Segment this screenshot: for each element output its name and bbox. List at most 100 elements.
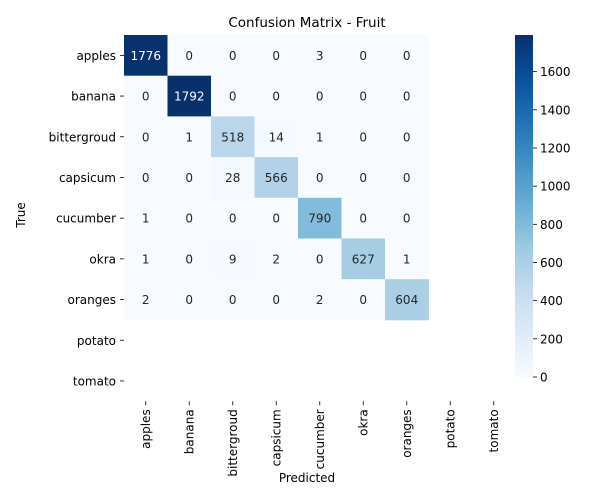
cell-value-label: 0 [229,49,237,63]
heatmap-cell [167,116,212,158]
cell-value-label: 0 [403,130,411,144]
heatmap-cell [167,75,212,117]
x-axis-label: Predicted [279,471,335,485]
y-tick-label: cucumber [56,212,116,226]
chart-title: Confusion Matrix - Fruit [228,15,385,31]
cell-value-label: 0 [229,212,237,226]
colorbar-tick-label: 200 [540,332,563,346]
heatmap-cell [341,197,386,239]
heatmap-cell [167,197,212,239]
heatmap-cell [298,75,342,117]
heatmap-cell [124,157,168,199]
heatmap-cell [124,75,168,117]
x-tick-label: oranges [400,409,414,458]
colorbar-tick-label: 0 [540,371,548,385]
y-tick-label: apples [76,49,116,63]
x-tick-label: apples [139,409,153,449]
cell-value-label: 0 [142,90,150,104]
y-axis-ticks: apples banana bittergroud capsicum cucumber o… [49,49,124,388]
heatmap-cell [211,197,255,239]
y-tick-label: potato [77,334,116,348]
heatmap-cell [254,279,299,321]
cell-value-label: 9 [229,252,237,266]
cell-value-label: 604 [395,293,418,307]
cell-value-label: 518 [221,130,244,144]
heatmap-cell [167,35,212,77]
heatmap-cell [341,238,386,280]
heatmap-cell [254,197,299,239]
heatmap-cell [341,75,386,117]
x-tick-label: banana [182,409,196,454]
x-tick-label: capsicum [269,409,283,466]
cell-value-label: 566 [265,171,288,185]
cell-value-label: 0 [359,293,367,307]
cell-value-label: 2 [316,293,324,307]
heatmap-cell [341,157,386,199]
x-tick-label: tomato [487,409,501,452]
heatmap-cell [211,116,255,158]
cell-value-label: 0 [272,212,280,226]
heatmap-cell [211,157,255,199]
cell-value-label: 1 [142,212,150,226]
heatmap-cell [211,35,255,77]
cell-value-label: 1 [142,252,150,266]
heatmap-cell [124,197,168,239]
cell-value-label: 28 [225,171,240,185]
colorbar [515,35,533,377]
cell-value-label: 2 [142,293,150,307]
heatmap-cell [385,116,429,158]
cell-value-label: 1 [403,252,411,266]
heatmap-cell [124,279,168,321]
heatmap-cell [211,75,255,117]
heatmap-cell [254,116,299,158]
cell-value-label: 0 [359,212,367,226]
heatmap-cell [385,35,429,77]
heatmap-cell [298,116,342,158]
y-axis-label: True [14,202,28,229]
cell-value-label: 0 [229,90,237,104]
y-tick-label: capsicum [59,171,116,185]
cell-value-label: 2 [272,252,280,266]
cell-value-label: 0 [272,293,280,307]
cell-value-label: 0 [185,293,193,307]
y-tick-label: tomato [73,374,116,388]
cell-value-label: 0 [316,90,324,104]
cell-value-label: 1 [316,130,324,144]
cell-value-label: 0 [229,293,237,307]
heatmap-cell [254,157,299,199]
x-tick-label: bittergroud [226,409,240,476]
heatmap-cell [385,157,429,199]
colorbar-tick-label: 1200 [540,141,571,155]
y-tick-label: bittergroud [49,130,116,144]
heatmap-cell [254,75,299,117]
cell-value-label: 0 [185,252,193,266]
cell-value-label: 0 [403,90,411,104]
x-tick-label: potato [443,409,457,448]
cell-value-label: 0 [185,171,193,185]
cell-value-label: 0 [185,212,193,226]
heatmap-cell [211,238,255,280]
colorbar-tick-label: 800 [540,218,563,232]
cell-value-label: 3 [316,49,324,63]
cell-value-label: 0 [359,171,367,185]
cell-value-label: 1776 [130,49,161,63]
cell-value-label: 627 [352,252,375,266]
heatmap-cell [341,279,386,321]
cell-value-label: 0 [359,49,367,63]
cell-value-label: 0 [403,212,411,226]
cell-value-label: 0 [142,171,150,185]
cell-value-label: 0 [403,49,411,63]
cell-value-label: 0 [359,130,367,144]
heatmap-cell [385,75,429,117]
heatmap-cell [298,279,342,321]
x-tick-label: okra [356,409,370,436]
cell-value-label: 1 [185,130,193,144]
heatmap-cell [298,197,342,239]
heatmap-cell [124,238,168,280]
heatmap-cell [211,279,255,321]
heatmap-cell [167,157,212,199]
heatmap-cells [124,35,429,321]
heatmap-cell [254,35,299,77]
cell-value-label: 0 [359,90,367,104]
